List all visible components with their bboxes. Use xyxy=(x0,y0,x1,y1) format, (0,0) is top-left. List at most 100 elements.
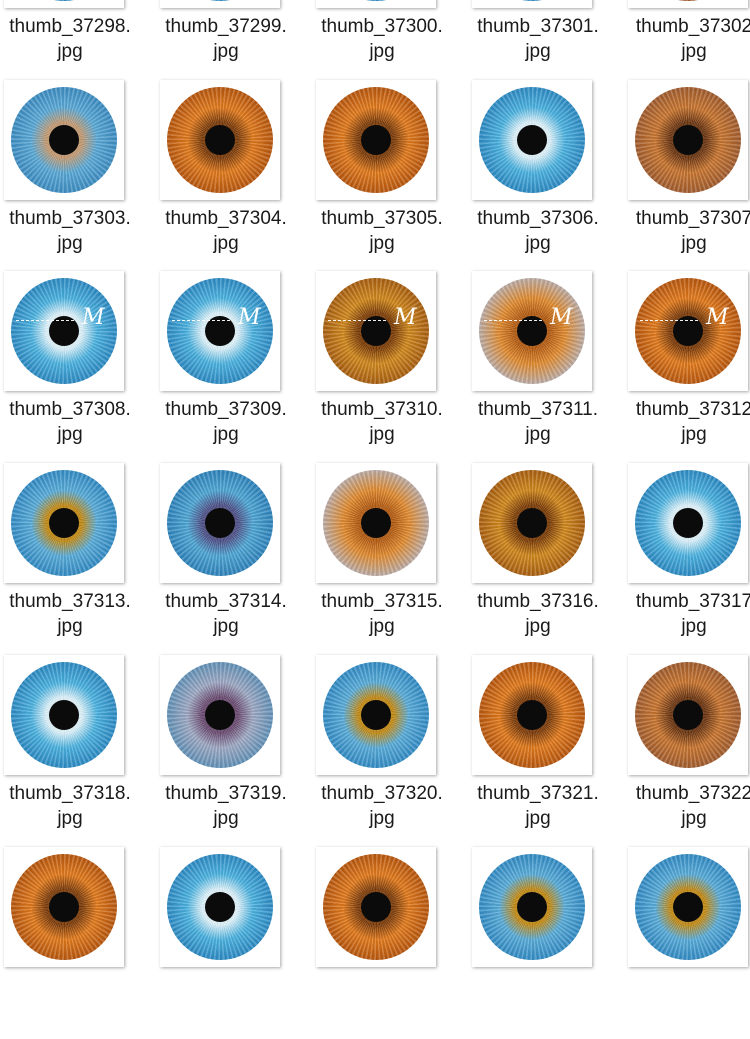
file-name-label: thumb_37309. jpg xyxy=(158,397,294,447)
thumbnail-image[interactable] xyxy=(4,847,124,967)
file-item[interactable]: thumb_37305. jpg xyxy=(314,80,470,272)
file-name-line-2: jpg xyxy=(369,616,395,637)
iris-photo xyxy=(479,0,585,1)
file-name-label: thumb_37312 jpg xyxy=(626,397,750,447)
file-item[interactable]: thumb_37314. jpg xyxy=(158,463,314,655)
thumbnail-image[interactable] xyxy=(472,847,592,967)
thumbnail-image[interactable] xyxy=(628,655,748,775)
thumbnail-image[interactable] xyxy=(472,655,592,775)
thumbnail-image[interactable] xyxy=(472,80,592,200)
thumbnail-image[interactable]: M xyxy=(628,271,748,391)
file-name-line-2: jpg xyxy=(681,424,707,445)
pupil xyxy=(205,700,235,730)
file-item[interactable] xyxy=(314,847,470,1039)
file-item[interactable]: thumb_37303. jpg xyxy=(2,80,158,272)
file-name-label: thumb_37314. jpg xyxy=(158,589,294,639)
thumbnail-image[interactable] xyxy=(4,655,124,775)
file-item[interactable] xyxy=(626,847,750,1039)
file-item[interactable]: thumb_37313. jpg xyxy=(2,463,158,655)
thumbnail-image[interactable] xyxy=(628,463,748,583)
file-name-label: thumb_37313. jpg xyxy=(2,589,138,639)
file-name-line-1: thumb_37322 xyxy=(635,783,750,804)
pupil xyxy=(517,125,547,155)
pupil xyxy=(673,508,703,538)
thumbnail-image[interactable] xyxy=(160,463,280,583)
thumbnail-image[interactable] xyxy=(160,655,280,775)
thumbnail-image[interactable] xyxy=(316,655,436,775)
thumbnail-image[interactable] xyxy=(316,0,436,8)
file-name-line-2: jpg xyxy=(369,233,395,254)
thumbnail-image[interactable] xyxy=(316,80,436,200)
thumbnail-image[interactable] xyxy=(316,463,436,583)
file-thumbnail-grid: thumb_37298. jpg thumb_37299. jpg thumb_3730… xyxy=(2,0,750,960)
thumbnail-image[interactable] xyxy=(4,0,124,8)
file-item[interactable]: thumb_37302 jpg xyxy=(626,0,750,80)
file-name-line-1: thumb_37321. xyxy=(477,783,599,804)
pupil xyxy=(205,508,235,538)
file-item[interactable] xyxy=(158,847,314,1039)
thumbnail-image[interactable] xyxy=(160,0,280,8)
file-item[interactable]: thumb_37317 jpg xyxy=(626,463,750,655)
iris-photo xyxy=(167,0,273,1)
thumbnail-image[interactable]: M xyxy=(472,271,592,391)
file-item[interactable]: thumb_37316. jpg xyxy=(470,463,626,655)
file-name-line-2: jpg xyxy=(213,424,239,445)
thumbnail-image[interactable]: M xyxy=(316,271,436,391)
file-name-line-1: thumb_37311. xyxy=(477,399,599,420)
file-item[interactable]: thumb_37322 jpg xyxy=(626,655,750,847)
pupil xyxy=(361,508,391,538)
thumbnail-image[interactable] xyxy=(628,80,748,200)
file-name-line-1: thumb_37303. xyxy=(9,208,131,229)
file-item[interactable]: thumb_37307 jpg xyxy=(626,80,750,272)
thumbnail-image[interactable] xyxy=(160,847,280,967)
file-item[interactable]: thumb_37315. jpg xyxy=(314,463,470,655)
thumbnail-image[interactable] xyxy=(4,80,124,200)
watermark-line xyxy=(328,320,386,321)
file-item[interactable]: thumb_37300. jpg xyxy=(314,0,470,80)
file-item[interactable]: thumb_37304. jpg xyxy=(158,80,314,272)
pupil xyxy=(49,125,79,155)
pupil xyxy=(49,700,79,730)
watermark-line xyxy=(640,320,698,321)
file-item[interactable]: thumb_37301. jpg xyxy=(470,0,626,80)
file-item[interactable] xyxy=(470,847,626,1039)
file-name-label: thumb_37307 jpg xyxy=(626,206,750,256)
thumbnail-image[interactable]: M xyxy=(4,271,124,391)
file-name-line-1: thumb_37301. xyxy=(477,16,599,37)
file-name-label: thumb_37304. jpg xyxy=(158,206,294,256)
thumbnail-image[interactable] xyxy=(628,0,748,8)
file-item[interactable] xyxy=(2,847,158,1039)
file-name-line-2: jpg xyxy=(57,41,83,62)
file-item[interactable]: thumb_37321. jpg xyxy=(470,655,626,847)
file-item[interactable]: thumb_37306. jpg xyxy=(470,80,626,272)
thumbnail-image[interactable] xyxy=(316,847,436,967)
file-name-label: thumb_37308. jpg xyxy=(2,397,138,447)
file-name-line-2: jpg xyxy=(213,808,239,829)
file-item[interactable]: thumb_37320. jpg xyxy=(314,655,470,847)
file-name-line-1: thumb_37317 xyxy=(635,591,750,612)
file-name-line-2: jpg xyxy=(213,233,239,254)
file-name-label: thumb_37301. jpg xyxy=(470,14,606,64)
thumbnail-image[interactable]: M xyxy=(160,271,280,391)
file-name-line-1: thumb_37310. xyxy=(321,399,443,420)
file-name-line-2: jpg xyxy=(525,424,551,445)
file-item[interactable]: thumb_37298. jpg xyxy=(2,0,158,80)
pupil xyxy=(673,892,703,922)
pupil xyxy=(361,316,391,346)
file-name-line-1: thumb_37316. xyxy=(477,591,599,612)
thumbnail-image[interactable] xyxy=(160,80,280,200)
pupil xyxy=(205,125,235,155)
file-item[interactable]: thumb_37319. jpg xyxy=(158,655,314,847)
thumbnail-image[interactable] xyxy=(4,463,124,583)
file-item[interactable]: thumb_37318. jpg xyxy=(2,655,158,847)
file-item[interactable]: thumb_37299. jpg xyxy=(158,0,314,80)
thumbnail-image[interactable] xyxy=(628,847,748,967)
file-name-label: thumb_37320. jpg xyxy=(314,781,450,831)
thumbnail-image[interactable] xyxy=(472,463,592,583)
thumbnail-image[interactable] xyxy=(472,0,592,8)
